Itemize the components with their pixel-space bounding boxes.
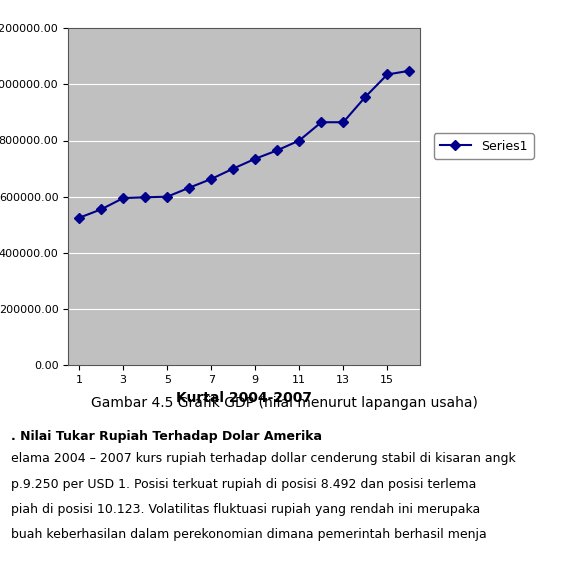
Legend: Series1: Series1 [433,133,534,159]
Series1 [362,93,369,100]
Series1 [384,71,391,78]
Text: Gambar 4.5 Grafik GDP (nilai menurut lapangan usaha): Gambar 4.5 Grafik GDP (nilai menurut lap… [90,396,478,410]
Line: Series1: Series1 [76,67,413,221]
Series1 [230,165,237,172]
Series1 [274,147,281,154]
Series1 [98,206,105,213]
Series1 [164,193,170,200]
Series1 [186,184,193,191]
Series1 [252,155,258,162]
Text: elama 2004 – 2007 kurs rupiah terhadap dollar cenderung stabil di kisaran angk: elama 2004 – 2007 kurs rupiah terhadap d… [11,452,516,465]
Series1 [120,195,127,202]
Text: piah di posisi 10.123. Volatilitas fluktuasi rupiah yang rendah ini merupaka: piah di posisi 10.123. Volatilitas flukt… [11,503,481,516]
Series1 [76,214,82,221]
Series1 [340,119,346,126]
Text: buah keberhasilan dalam perekonomian dimana pemerintah berhasil menja: buah keberhasilan dalam perekonomian dim… [11,528,487,541]
Series1 [208,175,215,182]
Text: . Nilai Tukar Rupiah Terhadap Dolar Amerika: . Nilai Tukar Rupiah Terhadap Dolar Amer… [11,430,323,443]
Series1 [318,119,325,126]
Series1 [296,137,303,144]
Text: p.9.250 per USD 1. Posisi terkuat rupiah di posisi 8.492 dan posisi terlema: p.9.250 per USD 1. Posisi terkuat rupiah… [11,478,477,491]
Series1 [406,67,413,74]
Series1 [142,194,149,201]
X-axis label: Kurtal 2004-2007: Kurtal 2004-2007 [176,391,312,405]
